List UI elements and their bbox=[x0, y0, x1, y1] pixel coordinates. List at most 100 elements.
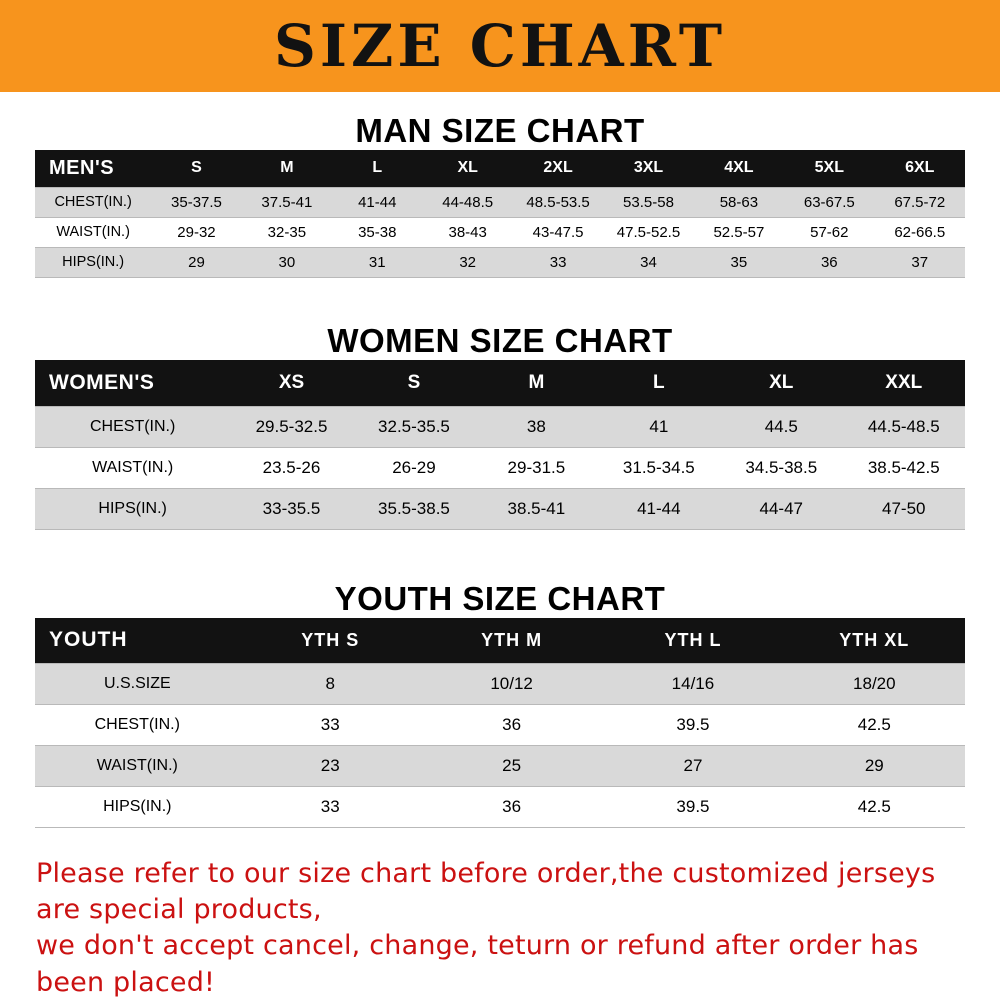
value-cell: 34 bbox=[603, 247, 693, 277]
row-label-cell: WAIST(IN.) bbox=[35, 217, 151, 247]
value-cell: 48.5-53.5 bbox=[513, 187, 603, 217]
value-cell: 52.5-57 bbox=[694, 217, 784, 247]
value-cell: 38-43 bbox=[422, 217, 512, 247]
size-header-cell: M bbox=[475, 360, 597, 407]
value-cell: 63-67.5 bbox=[784, 187, 874, 217]
value-cell: 38 bbox=[475, 407, 597, 448]
value-cell: 27 bbox=[602, 745, 783, 786]
size-header-cell: XL bbox=[720, 360, 842, 407]
value-cell: 36 bbox=[421, 786, 602, 827]
banner-title: SIZE CHART bbox=[274, 17, 726, 75]
value-cell: 44-47 bbox=[720, 489, 842, 530]
value-cell: 36 bbox=[784, 247, 874, 277]
row-label-cell: HIPS(IN.) bbox=[35, 247, 151, 277]
size-header-cell: XL bbox=[422, 150, 512, 187]
value-cell: 62-66.5 bbox=[875, 217, 966, 247]
size-header-cell: 6XL bbox=[875, 150, 966, 187]
value-cell: 32.5-35.5 bbox=[353, 407, 475, 448]
table-title-cell: MEN'S bbox=[35, 150, 151, 187]
value-cell: 29 bbox=[151, 247, 241, 277]
value-cell: 33 bbox=[240, 786, 421, 827]
row-label-cell: WAIST(IN.) bbox=[35, 745, 240, 786]
row-label-cell: HIPS(IN.) bbox=[35, 786, 240, 827]
value-cell: 44.5 bbox=[720, 407, 842, 448]
value-cell: 58-63 bbox=[694, 187, 784, 217]
row-label-cell: CHEST(IN.) bbox=[35, 407, 230, 448]
value-cell: 32 bbox=[422, 247, 512, 277]
disclaimer-line: we don't accept cancel, change, teturn o… bbox=[36, 928, 964, 1001]
value-cell: 38.5-41 bbox=[475, 489, 597, 530]
value-cell: 30 bbox=[242, 247, 332, 277]
value-cell: 14/16 bbox=[602, 663, 783, 704]
value-cell: 33 bbox=[240, 704, 421, 745]
value-cell: 32-35 bbox=[242, 217, 332, 247]
size-header-cell: YTH M bbox=[421, 618, 602, 663]
table-title-cell: WOMEN'S bbox=[35, 360, 230, 407]
row-label-cell: CHEST(IN.) bbox=[35, 187, 151, 217]
size-header-cell: L bbox=[332, 150, 422, 187]
row-label-cell: U.S.SIZE bbox=[35, 663, 240, 704]
value-cell: 37.5-41 bbox=[242, 187, 332, 217]
value-cell: 57-62 bbox=[784, 217, 874, 247]
value-cell: 42.5 bbox=[784, 786, 965, 827]
value-cell: 39.5 bbox=[602, 786, 783, 827]
table-title-cell: YOUTH bbox=[35, 618, 240, 663]
size-chart-banner: SIZE CHART bbox=[0, 0, 1000, 92]
value-cell: 35-38 bbox=[332, 217, 422, 247]
youth-section-heading: YOUTH SIZE CHART bbox=[0, 580, 1000, 618]
value-cell: 47-50 bbox=[842, 489, 965, 530]
value-cell: 29-31.5 bbox=[475, 448, 597, 489]
value-cell: 10/12 bbox=[421, 663, 602, 704]
value-cell: 37 bbox=[875, 247, 966, 277]
value-cell: 42.5 bbox=[784, 704, 965, 745]
value-cell: 8 bbox=[240, 663, 421, 704]
value-cell: 31.5-34.5 bbox=[598, 448, 720, 489]
value-cell: 41-44 bbox=[598, 489, 720, 530]
value-cell: 35 bbox=[694, 247, 784, 277]
size-header-cell: 3XL bbox=[603, 150, 693, 187]
size-header-cell: S bbox=[353, 360, 475, 407]
value-cell: 43-47.5 bbox=[513, 217, 603, 247]
value-cell: 29-32 bbox=[151, 217, 241, 247]
row-label-cell: HIPS(IN.) bbox=[35, 489, 230, 530]
value-cell: 34.5-38.5 bbox=[720, 448, 842, 489]
value-cell: 44.5-48.5 bbox=[842, 407, 965, 448]
value-cell: 41-44 bbox=[332, 187, 422, 217]
value-cell: 36 bbox=[421, 704, 602, 745]
value-cell: 53.5-58 bbox=[603, 187, 693, 217]
value-cell: 33 bbox=[513, 247, 603, 277]
value-cell: 18/20 bbox=[784, 663, 965, 704]
size-header-cell: S bbox=[151, 150, 241, 187]
size-header-cell: 2XL bbox=[513, 150, 603, 187]
value-cell: 35.5-38.5 bbox=[353, 489, 475, 530]
size-header-cell: 4XL bbox=[694, 150, 784, 187]
size-header-cell: XXL bbox=[842, 360, 965, 407]
size-header-cell: YTH S bbox=[240, 618, 421, 663]
row-label-cell: WAIST(IN.) bbox=[35, 448, 230, 489]
value-cell: 23 bbox=[240, 745, 421, 786]
value-cell: 31 bbox=[332, 247, 422, 277]
size-header-cell: XS bbox=[230, 360, 352, 407]
value-cell: 39.5 bbox=[602, 704, 783, 745]
size-header-cell: 5XL bbox=[784, 150, 874, 187]
